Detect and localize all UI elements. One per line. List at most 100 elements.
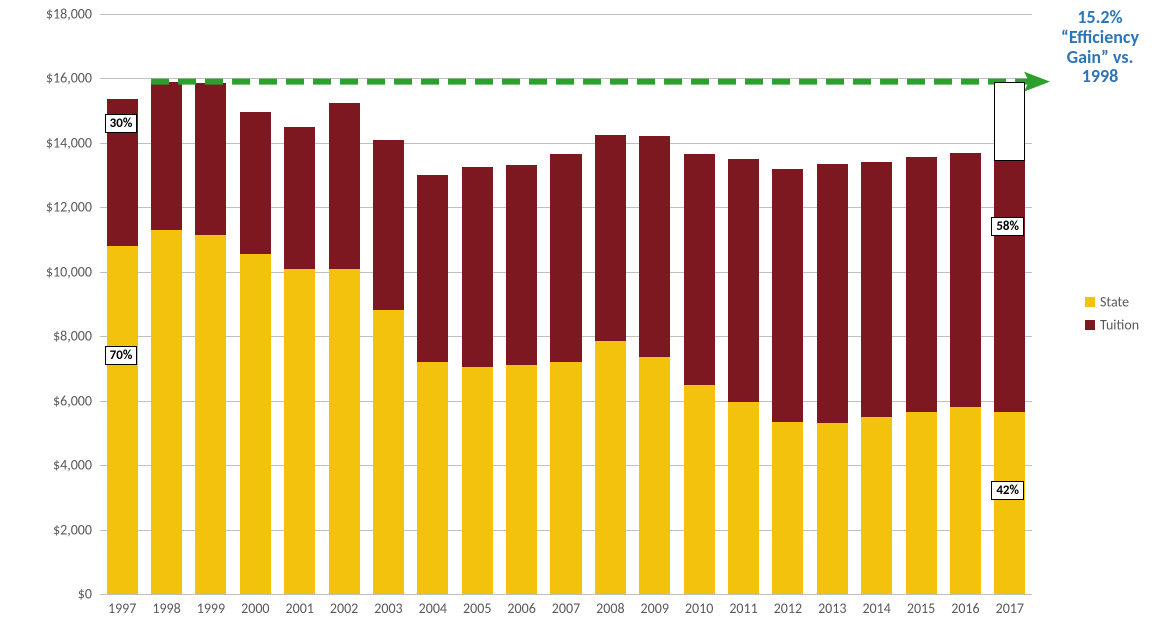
annotation-line: 15.2% [1040, 8, 1160, 28]
x-tick-label: 2016 [951, 600, 979, 617]
bar-2002 [329, 14, 360, 594]
x-tick-label: 2014 [862, 600, 890, 617]
x-tick-label: 2008 [596, 600, 624, 617]
bar-2006 [506, 14, 537, 594]
bar-2000 [240, 14, 271, 594]
bar-tuition-2006 [506, 165, 537, 365]
pct-30: 30% [105, 114, 138, 133]
efficiency-gain-annotation: 15.2%“EfficiencyGain” vs.1998 [1040, 8, 1160, 87]
x-tick-label: 2005 [463, 600, 491, 617]
x-tick-label: 1999 [197, 600, 225, 617]
bar-2013 [817, 14, 848, 594]
bar-tuition-2010 [684, 154, 715, 384]
legend-swatch [1085, 297, 1095, 307]
bar-state-2000 [240, 254, 271, 594]
y-tick-label: $4,000 [0, 457, 92, 474]
bar-tuition-2014 [861, 162, 892, 417]
x-axis-labels: 1997199819992000200120022003200420052006… [100, 600, 1032, 620]
x-tick-label: 2003 [374, 600, 402, 617]
x-tick-label: 1997 [108, 600, 136, 617]
bar-state-2006 [506, 365, 537, 594]
bar-2001 [284, 14, 315, 594]
bar-1998 [151, 14, 182, 594]
x-tick-label: 2010 [685, 600, 713, 617]
bar-state-2015 [906, 412, 937, 594]
bar-2015 [906, 14, 937, 594]
y-tick-label: $18,000 [0, 6, 92, 23]
gridline [100, 594, 1032, 595]
y-tick-label: $2,000 [0, 521, 92, 538]
bar-state-2008 [595, 341, 626, 594]
bar-2005 [462, 14, 493, 594]
bar-2014 [861, 14, 892, 594]
pct-70: 70% [105, 346, 138, 365]
x-tick-label: 2004 [419, 600, 447, 617]
bar-state-2005 [462, 367, 493, 594]
bar-tuition-2012 [772, 169, 803, 422]
annotation-line: “Efficiency [1040, 28, 1160, 48]
x-tick-label: 2013 [818, 600, 846, 617]
x-tick-label: 2011 [729, 600, 757, 617]
bar-state-2004 [417, 362, 448, 594]
bar-tuition-2002 [329, 103, 360, 269]
annotation-line: 1998 [1040, 67, 1160, 87]
y-tick-label: $12,000 [0, 199, 92, 216]
bar-tuition-2009 [639, 136, 670, 357]
x-tick-label: 2006 [507, 600, 535, 617]
bar-state-2016 [950, 407, 981, 594]
x-tick-label: 2002 [330, 600, 358, 617]
bar-1997 [107, 14, 138, 594]
bar-tuition-2000 [240, 112, 271, 254]
bar-state-2011 [728, 402, 759, 594]
bar-tuition-1999 [195, 83, 226, 234]
bar-tuition-2003 [373, 140, 404, 311]
x-tick-label: 2012 [774, 600, 802, 617]
bar-tuition-2001 [284, 127, 315, 269]
bar-2009 [639, 14, 670, 594]
bar-tuition-2015 [906, 157, 937, 412]
bar-tuition-2005 [462, 167, 493, 367]
legend-item: Tuition [1085, 315, 1139, 334]
bar-2004 [417, 14, 448, 594]
pct-42: 42% [991, 481, 1024, 500]
bar-tuition-2004 [417, 175, 448, 362]
x-tick-label: 2007 [552, 600, 580, 617]
legend: StateTuition [1085, 292, 1139, 338]
bar-2016 [950, 14, 981, 594]
bar-state-2010 [684, 385, 715, 594]
bar-1999 [195, 14, 226, 594]
y-tick-label: $14,000 [0, 134, 92, 151]
bar-state-2001 [284, 269, 315, 594]
y-tick-label: $10,000 [0, 263, 92, 280]
bar-state-2017 [994, 412, 1025, 594]
efficiency-gap-box [994, 82, 1025, 161]
plot-area [100, 14, 1032, 594]
bar-tuition-1998 [151, 82, 182, 230]
bar-2010 [684, 14, 715, 594]
bar-tuition-2017 [994, 161, 1025, 412]
x-tick-label: 2009 [641, 600, 669, 617]
bar-state-1997 [107, 246, 138, 594]
bar-state-2007 [550, 362, 581, 594]
y-tick-label: $8,000 [0, 328, 92, 345]
pct-58: 58% [991, 217, 1024, 236]
x-tick-label: 2015 [907, 600, 935, 617]
x-tick-label: 1998 [152, 600, 180, 617]
bar-2012 [772, 14, 803, 594]
bar-tuition-2008 [595, 135, 626, 341]
y-tick-label: $16,000 [0, 70, 92, 87]
x-tick-label: 2017 [996, 600, 1024, 617]
bar-state-2012 [772, 422, 803, 594]
y-tick-label: $6,000 [0, 392, 92, 409]
bar-tuition-2011 [728, 159, 759, 402]
bar-state-2009 [639, 357, 670, 594]
x-tick-label: 2001 [286, 600, 314, 617]
bar-state-2003 [373, 310, 404, 594]
bar-2003 [373, 14, 404, 594]
legend-swatch [1085, 320, 1095, 330]
bar-state-2013 [817, 423, 848, 594]
bar-2011 [728, 14, 759, 594]
bar-tuition-2013 [817, 164, 848, 423]
bar-state-1998 [151, 230, 182, 594]
legend-label: Tuition [1100, 317, 1139, 334]
